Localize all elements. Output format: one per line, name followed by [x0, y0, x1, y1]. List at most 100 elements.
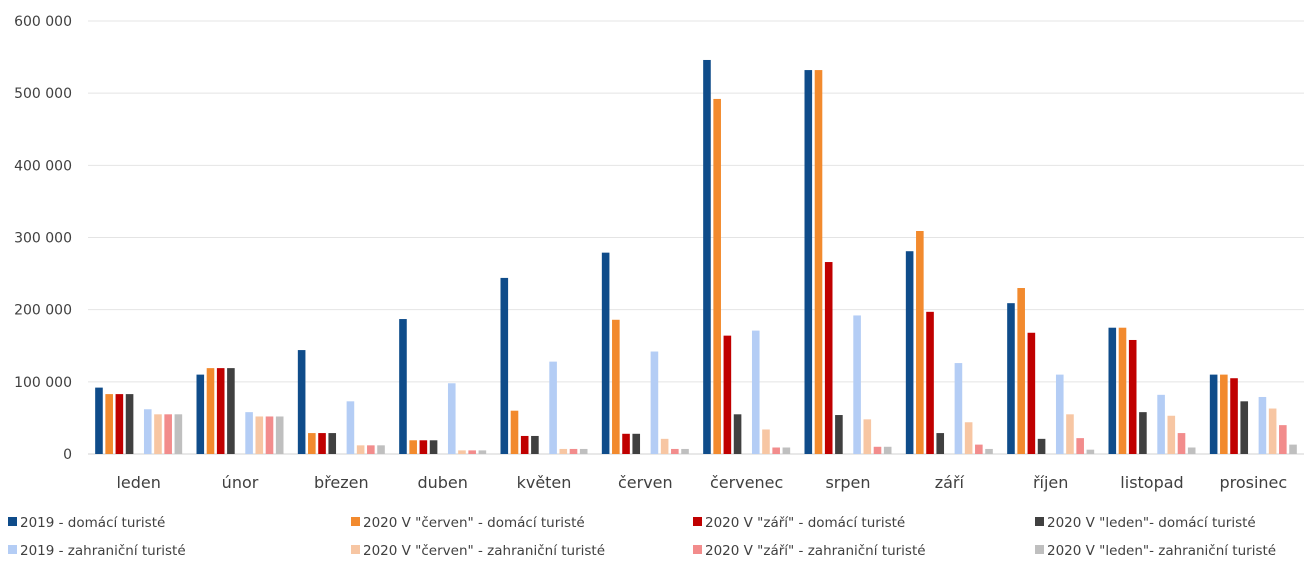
legend-label: 2020 V "červen" - zahraniční turisté [363, 543, 605, 559]
legend-swatch [1035, 517, 1044, 526]
bar [105, 394, 113, 454]
bar [814, 70, 823, 454]
bar [1258, 396, 1267, 454]
bar [346, 401, 355, 454]
bar [835, 415, 843, 454]
bar [143, 409, 152, 454]
bar [1037, 438, 1046, 454]
legend-label: 2020 V "leden"- zahraniční turisté [1047, 543, 1276, 559]
legend-label: 2020 V "červen" - domácí turisté [363, 515, 585, 531]
bar [377, 445, 385, 454]
legend-item: 2019 - domácí turisté [8, 515, 165, 531]
x-tick-label: březen [314, 473, 369, 492]
legend-swatch [351, 545, 360, 554]
y-tick-label: 0 [63, 447, 72, 463]
bar [804, 70, 813, 454]
bar [447, 383, 456, 454]
bar [245, 412, 253, 454]
bar [632, 433, 641, 454]
y-tick-label: 600 000 [14, 14, 72, 30]
bar [1086, 449, 1095, 454]
bar [500, 277, 509, 454]
bar [873, 446, 882, 454]
bar [95, 387, 103, 454]
bar [1128, 339, 1137, 454]
bars [95, 59, 1297, 454]
legend-item: 2020 V "červen" - domácí turisté [351, 515, 585, 531]
legend: 2019 - domácí turisté 2020 V "červen" - d… [8, 515, 1276, 559]
legend-swatch [8, 545, 17, 554]
bar [1076, 438, 1084, 454]
x-tick-label: červen [618, 473, 673, 492]
bar [458, 450, 466, 454]
bar [782, 447, 791, 454]
bar [429, 440, 438, 454]
legend-item: 2020 V "září" - zahraniční turisté [693, 543, 926, 559]
bar [468, 450, 476, 454]
legend-label: 2020 V "leden"- domácí turisté [1047, 515, 1256, 531]
bar [1167, 415, 1176, 454]
x-tick-label: prosinec [1219, 473, 1287, 492]
bar [936, 433, 945, 454]
x-tick-label: leden [116, 473, 160, 492]
bar [255, 416, 264, 454]
x-tick-label: srpen [825, 473, 870, 492]
x-tick-label: únor [222, 473, 259, 492]
bar [1066, 414, 1074, 454]
bar [751, 330, 760, 454]
bar [916, 231, 924, 454]
bar [559, 448, 568, 454]
legend-swatch [8, 517, 17, 526]
bar [723, 335, 732, 454]
x-tick-label: říjen [1033, 473, 1068, 492]
bar [905, 251, 914, 454]
bar [824, 262, 833, 454]
bar [1177, 433, 1186, 454]
bar [601, 252, 610, 454]
bar [510, 410, 519, 454]
bar [1055, 374, 1064, 454]
bar [853, 315, 861, 454]
y-tick-label: 500 000 [14, 86, 72, 102]
bar [409, 440, 417, 454]
bar [399, 319, 407, 454]
bar [733, 414, 742, 454]
y-tick-label: 100 000 [14, 375, 72, 391]
bar [975, 444, 983, 454]
legend-swatch [351, 517, 360, 526]
bar [985, 448, 993, 454]
bar [125, 394, 134, 454]
legend-label: 2020 V "září" - domácí turisté [705, 515, 905, 531]
bar [671, 448, 679, 454]
bar [964, 422, 973, 454]
legend-item: 2019 - zahraniční turisté [8, 543, 186, 559]
bar [1230, 378, 1238, 454]
bar [1187, 447, 1196, 454]
bar [1289, 444, 1297, 454]
bar [1118, 327, 1127, 454]
bar [154, 414, 162, 454]
legend-swatch [693, 517, 702, 526]
y-tick-label: 200 000 [14, 303, 72, 319]
x-tick-label: květen [517, 473, 572, 492]
bar [863, 419, 872, 454]
legend-swatch [693, 545, 702, 554]
bar [549, 361, 557, 454]
bar [569, 448, 578, 454]
x-tick-label: listopad [1120, 473, 1183, 492]
bar [772, 447, 780, 454]
legend-item: 2020 V "září" - domácí turisté [693, 515, 905, 531]
legend-item: 2020 V "leden"- domácí turisté [1035, 515, 1256, 531]
legend-label: 2020 V "září" - zahraniční turisté [705, 543, 926, 559]
bar [356, 445, 365, 454]
bar [612, 319, 620, 454]
y-tick-label: 400 000 [14, 158, 72, 174]
y-axis: 0 100 000 200 000 300 000 400 000 500 000 600 … [14, 14, 72, 463]
bar [227, 368, 235, 454]
bar [419, 440, 428, 454]
bar [703, 59, 711, 454]
x-tick-label: červenec [710, 473, 783, 492]
legend-item: 2020 V "leden"- zahraniční turisté [1035, 543, 1276, 559]
bar [1027, 332, 1036, 454]
